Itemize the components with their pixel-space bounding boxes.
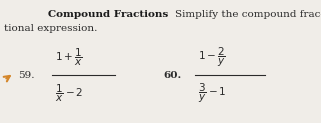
- Text: $1 - \dfrac{2}{y}$: $1 - \dfrac{2}{y}$: [198, 45, 226, 69]
- Text: 60.: 60.: [163, 71, 181, 80]
- Text: Compound Fractions: Compound Fractions: [48, 10, 168, 19]
- Text: Simplify the compound frac-: Simplify the compound frac-: [175, 10, 321, 19]
- Text: 59.: 59.: [18, 71, 34, 80]
- Text: $1 + \dfrac{1}{x}$: $1 + \dfrac{1}{x}$: [55, 46, 83, 68]
- Text: $\dfrac{3}{y} - 1$: $\dfrac{3}{y} - 1$: [198, 81, 227, 105]
- Text: tional expression.: tional expression.: [4, 24, 97, 33]
- Text: $\dfrac{1}{x} - 2$: $\dfrac{1}{x} - 2$: [55, 82, 83, 104]
